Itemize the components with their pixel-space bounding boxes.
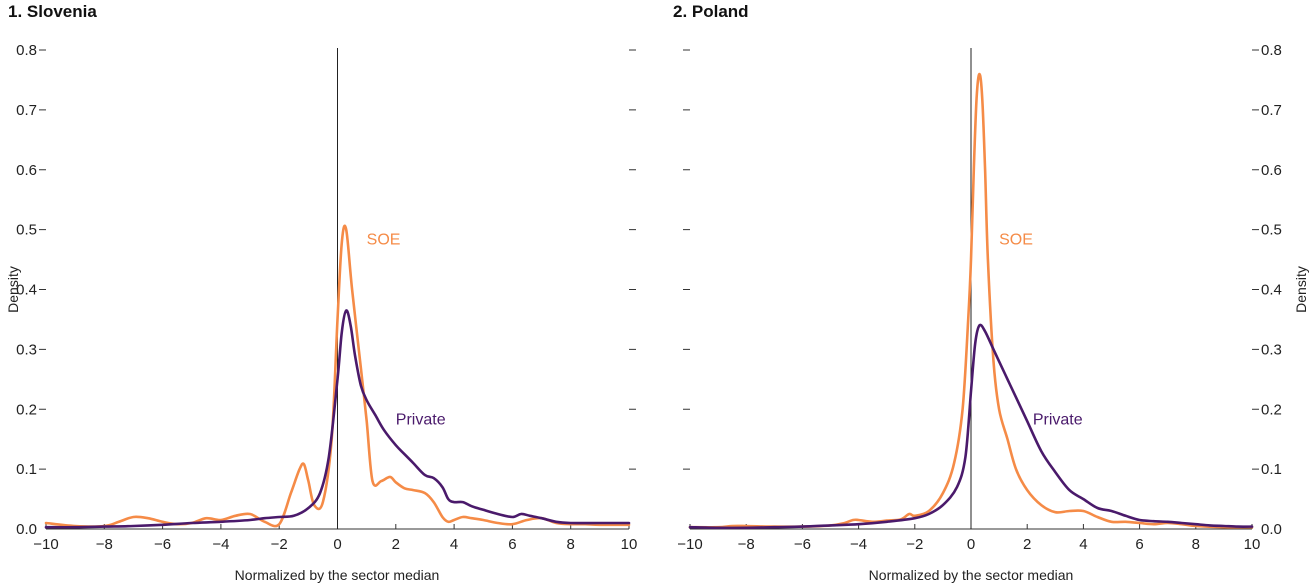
y-tick-label: 0.0 xyxy=(1261,521,1282,538)
x-tick-label: −10 xyxy=(677,536,702,553)
y-tick-label: 0.1 xyxy=(1261,461,1282,478)
axes: −10 −8 −6 −4 −2 0 2 4 6 8 100.0 0.1 0.2 0.3 0.4 0.5 0.6 0… xyxy=(677,42,1282,553)
panel-title: 1. Slovenia xyxy=(8,2,97,21)
x-tick-label: −4 xyxy=(850,536,867,553)
y-tick-label: 0.4 xyxy=(1261,282,1282,299)
x-tick-label: −6 xyxy=(154,536,171,553)
y-tick-label: 0.3 xyxy=(16,341,37,358)
x-tick-label: 0 xyxy=(967,536,975,553)
y-tick-label: 0.0 xyxy=(16,521,37,538)
x-axis-label: Normalized by the sector median xyxy=(235,567,440,583)
x-tick-label: 2 xyxy=(392,536,400,553)
axes: −10 −8 −6 −4 −2 0 2 4 6 8 10 0.0 0.1 0.2 0.3 0.4 0.5 0.6 0… xyxy=(16,42,637,553)
y-tick-label: 0.6 xyxy=(1261,162,1282,179)
series-label-soe: SOE xyxy=(367,232,401,249)
y-tick-label: 0.8 xyxy=(16,42,37,59)
x-tick-label: −2 xyxy=(271,536,288,553)
x-tick-label: 8 xyxy=(1192,536,1200,553)
x-tick-label: −8 xyxy=(96,536,113,553)
y-tick-label: 0.4 xyxy=(16,282,37,299)
series-line-soe xyxy=(688,72,1254,529)
x-tick-label: 8 xyxy=(567,536,575,553)
x-tick-label: 10 xyxy=(621,536,638,553)
series-line-private xyxy=(688,323,1254,530)
series-label-private: Private xyxy=(396,411,446,428)
x-tick-label: 4 xyxy=(450,536,458,553)
y-tick-label: 0.7 xyxy=(16,102,37,119)
x-tick-label: −8 xyxy=(738,536,755,553)
y-axis-label: Density xyxy=(1293,266,1309,313)
x-tick-label: −4 xyxy=(212,536,229,553)
x-axis-label: Normalized by the sector median xyxy=(869,567,1074,583)
y-tick-label: 0.2 xyxy=(1261,401,1282,418)
x-tick-label: 2 xyxy=(1023,536,1031,553)
series-label-soe: SOE xyxy=(999,232,1033,249)
x-tick-label: 6 xyxy=(1135,536,1143,553)
y-axis-label: Density xyxy=(5,266,21,313)
x-tick-label: 10 xyxy=(1244,536,1261,553)
x-tick-label: −6 xyxy=(794,536,811,553)
series-line-private xyxy=(44,309,631,529)
x-tick-label: 4 xyxy=(1079,536,1087,553)
x-tick-label: 0 xyxy=(333,536,341,553)
y-tick-label: 0.8 xyxy=(1261,42,1282,59)
y-tick-label: 0.3 xyxy=(1261,341,1282,358)
y-tick-label: 0.5 xyxy=(16,222,37,239)
series-line-soe xyxy=(44,224,631,528)
panel-title: 2. Poland xyxy=(673,2,749,21)
y-tick-label: 0.2 xyxy=(16,401,37,418)
panel-2: 2. Poland −10 −8 −6 −4 −2 0 2 4 6 8 100.0 0.1 0.2 0.3 0… xyxy=(673,2,1309,583)
y-tick-label: 0.7 xyxy=(1261,102,1282,119)
x-tick-label: −10 xyxy=(33,536,58,553)
x-tick-label: −2 xyxy=(906,536,923,553)
y-tick-label: 0.6 xyxy=(16,162,37,179)
x-tick-label: 6 xyxy=(508,536,516,553)
y-tick-label: 0.5 xyxy=(1261,222,1282,239)
series-label-private: Private xyxy=(1033,411,1083,428)
panel-1: 1. Slovenia −10 −8 −6 −4 −2 0 2 4 6 8 10 0.0 0.1 0.2 0.… xyxy=(5,2,637,583)
y-tick-label: 0.1 xyxy=(16,461,37,478)
